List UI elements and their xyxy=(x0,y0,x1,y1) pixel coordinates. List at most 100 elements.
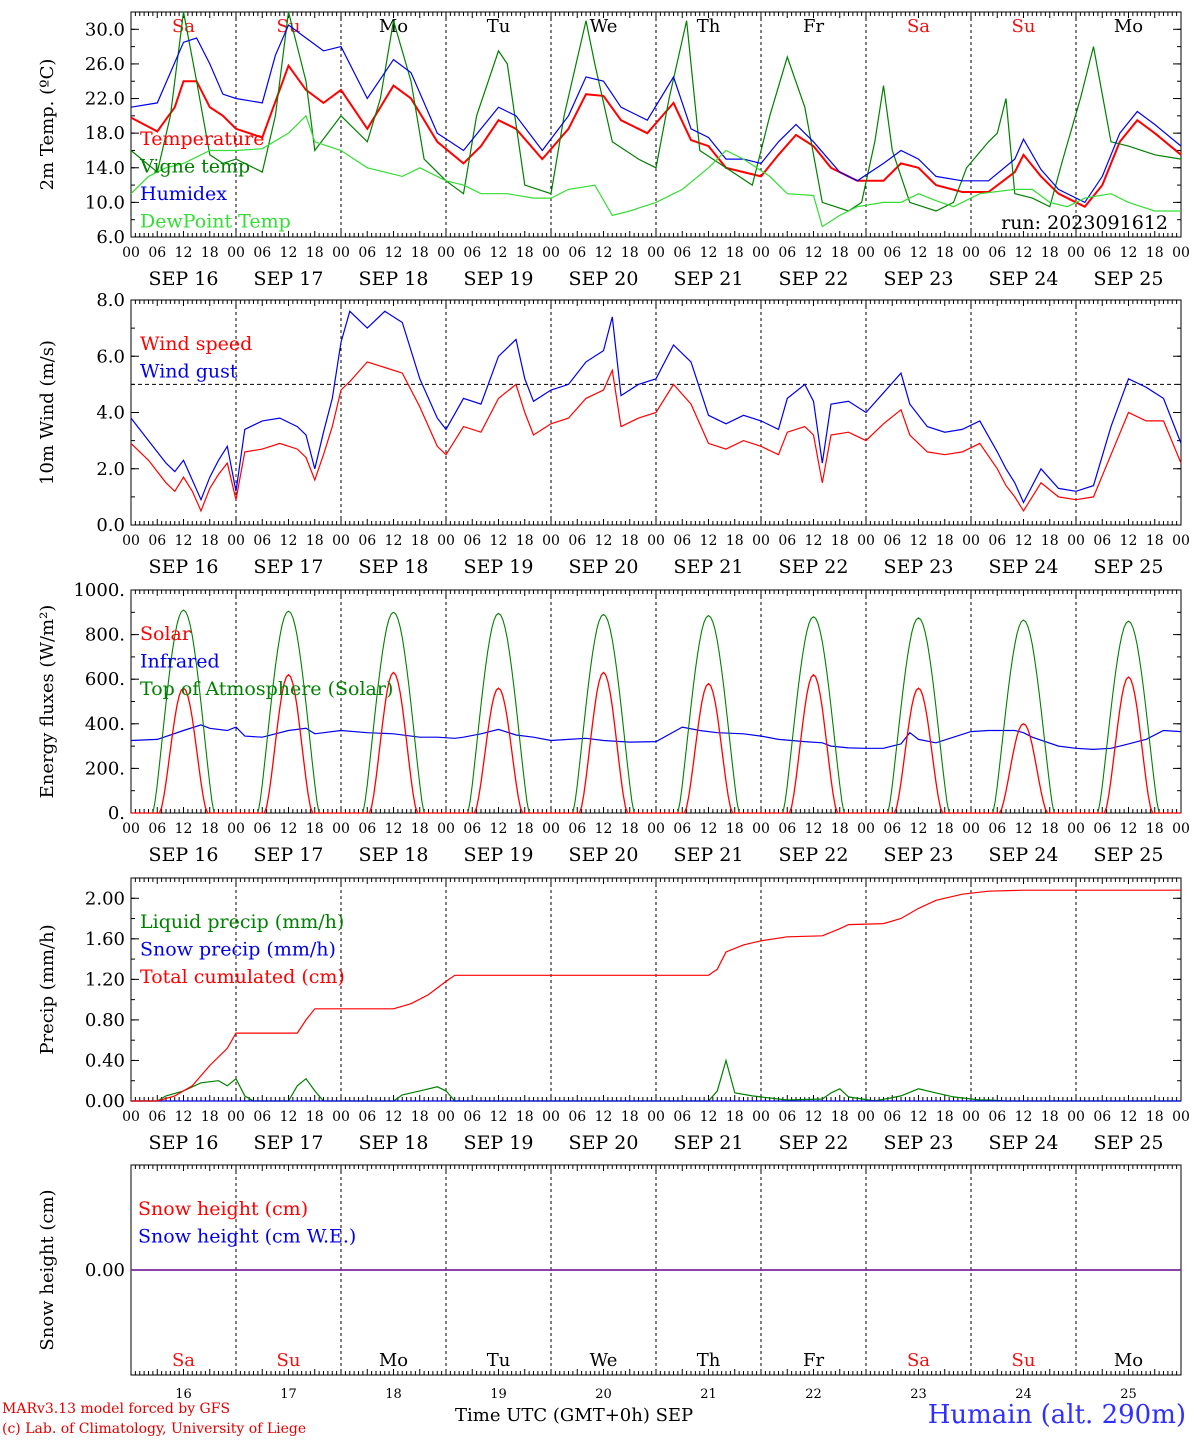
hour-tick-label: 12 xyxy=(910,821,928,837)
hour-tick-label: 06 xyxy=(568,533,586,549)
hour-tick-label: 06 xyxy=(463,821,481,837)
day-number-label: 21 xyxy=(700,1387,717,1402)
day-of-week-label: We xyxy=(590,16,618,37)
day-of-week-label: Tu xyxy=(487,16,511,37)
lab-credit: (c) Lab. of Climatology, University of L… xyxy=(2,1421,307,1437)
series-line-humidex xyxy=(130,24,1182,204)
hour-tick-label: 18 xyxy=(1146,245,1164,261)
hour-tick-label: 06 xyxy=(778,821,796,837)
hour-tick-label: 18 xyxy=(1146,533,1164,549)
day-of-week-label: We xyxy=(590,1350,618,1371)
hour-tick-label: 00 xyxy=(857,245,875,261)
panel-4: 0.00 0.40 0.80 1.20 1.60 2.00 Precip (mm/h) 00 0… xyxy=(37,877,1190,1154)
date-label: SEP 17 xyxy=(254,268,324,290)
legend-entry: Top of Atmosphere (Solar) xyxy=(140,678,393,700)
hour-tick-label: 06 xyxy=(253,1109,271,1125)
date-label: SEP 16 xyxy=(149,844,219,866)
date-label: SEP 23 xyxy=(884,268,954,290)
hour-tick-label: 06 xyxy=(673,1109,691,1125)
date-label: SEP 23 xyxy=(884,1132,954,1154)
hour-tick-label: 18 xyxy=(411,533,429,549)
day-number-label: 19 xyxy=(490,1387,507,1402)
day-of-week-label: Sa xyxy=(172,16,195,37)
hour-tick-label: 00 xyxy=(1172,821,1190,837)
series-line-wind-speed xyxy=(130,361,1182,513)
date-label: SEP 16 xyxy=(149,268,219,290)
y-tick-label: 800. xyxy=(85,625,125,646)
hour-tick-label: 18 xyxy=(411,245,429,261)
y-tick-label: 18.0 xyxy=(85,123,125,144)
y-axis-title: Snow height (cm) xyxy=(37,1189,58,1350)
date-label: SEP 20 xyxy=(569,268,639,290)
date-label: SEP 19 xyxy=(464,844,534,866)
hour-tick-label: 18 xyxy=(306,1109,324,1125)
hour-tick-label: 00 xyxy=(1067,1109,1085,1125)
hour-tick-label: 00 xyxy=(122,821,140,837)
y-tick-label: 30.0 xyxy=(85,19,125,40)
hour-tick-label: 00 xyxy=(962,821,980,837)
y-tick-label: 600. xyxy=(85,669,125,690)
day-number-label: 18 xyxy=(385,1387,402,1402)
date-label: SEP 25 xyxy=(1094,556,1164,578)
hour-tick-label: 06 xyxy=(778,533,796,549)
y-tick-label: 2.00 xyxy=(85,888,125,909)
hour-tick-label: 06 xyxy=(883,245,901,261)
hour-tick-label: 12 xyxy=(805,533,823,549)
hour-tick-label: 06 xyxy=(883,1109,901,1125)
hour-tick-label: 00 xyxy=(332,245,350,261)
y-axis-title: Precip (mm/h) xyxy=(37,924,58,1054)
hour-tick-label: 06 xyxy=(358,821,376,837)
hour-tick-label: 18 xyxy=(201,245,219,261)
hour-tick-label: 18 xyxy=(1041,533,1059,549)
hour-tick-label: 12 xyxy=(175,1109,193,1125)
y-tick-label: 200. xyxy=(85,758,125,779)
hour-tick-label: 00 xyxy=(647,533,665,549)
legend-entry: Liquid precip (mm/h) xyxy=(140,911,344,933)
legend-entry: Infrared xyxy=(140,651,220,673)
hour-tick-label: 18 xyxy=(936,821,954,837)
hour-tick-label: 12 xyxy=(595,1109,613,1125)
day-of-week-label: Sa xyxy=(907,16,930,37)
y-tick-label: 26.0 xyxy=(85,54,125,75)
hour-tick-label: 06 xyxy=(1093,1109,1111,1125)
legend-entry: Snow precip (mm/h) xyxy=(140,939,336,961)
y-tick-label: 2.0 xyxy=(96,459,125,480)
hour-tick-label: 18 xyxy=(726,533,744,549)
day-number-label: 23 xyxy=(910,1387,927,1402)
date-label: SEP 19 xyxy=(464,268,534,290)
date-label: SEP 20 xyxy=(569,1132,639,1154)
hour-tick-label: 12 xyxy=(910,1109,928,1125)
hour-tick-label: 12 xyxy=(280,1109,298,1125)
day-of-week-label: Sa xyxy=(907,1350,930,1371)
y-tick-label: 4.0 xyxy=(96,403,125,424)
hour-tick-label: 06 xyxy=(673,245,691,261)
hour-tick-label: 06 xyxy=(988,245,1006,261)
hour-tick-label: 18 xyxy=(621,1109,639,1125)
legend-entry: Snow height (cm) xyxy=(138,1198,308,1220)
hour-tick-label: 18 xyxy=(411,821,429,837)
y-tick-label: 14.0 xyxy=(85,158,125,179)
hour-tick-label: 06 xyxy=(883,533,901,549)
y-tick-label: 10.0 xyxy=(85,192,125,213)
series-line-dewpoint-temp xyxy=(130,114,1181,228)
hour-tick-label: 06 xyxy=(988,1109,1006,1125)
hour-tick-label: 00 xyxy=(647,821,665,837)
date-label: SEP 24 xyxy=(989,1132,1059,1154)
hour-tick-label: 12 xyxy=(595,821,613,837)
day-of-week-label: Tu xyxy=(487,1350,511,1371)
hour-tick-label: 00 xyxy=(962,533,980,549)
day-number-label: 24 xyxy=(1015,1387,1032,1402)
y-tick-label: 1.20 xyxy=(85,969,125,990)
hour-tick-label: 06 xyxy=(883,821,901,837)
hour-tick-label: 12 xyxy=(910,245,928,261)
hour-tick-label: 06 xyxy=(778,1109,796,1125)
hour-tick-label: 00 xyxy=(542,821,560,837)
legend-entry: Total cumulated (cm) xyxy=(140,966,345,988)
hour-tick-label: 06 xyxy=(358,1109,376,1125)
hour-tick-label: 12 xyxy=(490,245,508,261)
hour-tick-label: 12 xyxy=(805,821,823,837)
hour-tick-label: 06 xyxy=(358,245,376,261)
hour-tick-label: 18 xyxy=(831,533,849,549)
hour-tick-label: 12 xyxy=(385,245,403,261)
series-line-vigne-temp xyxy=(130,11,1182,212)
